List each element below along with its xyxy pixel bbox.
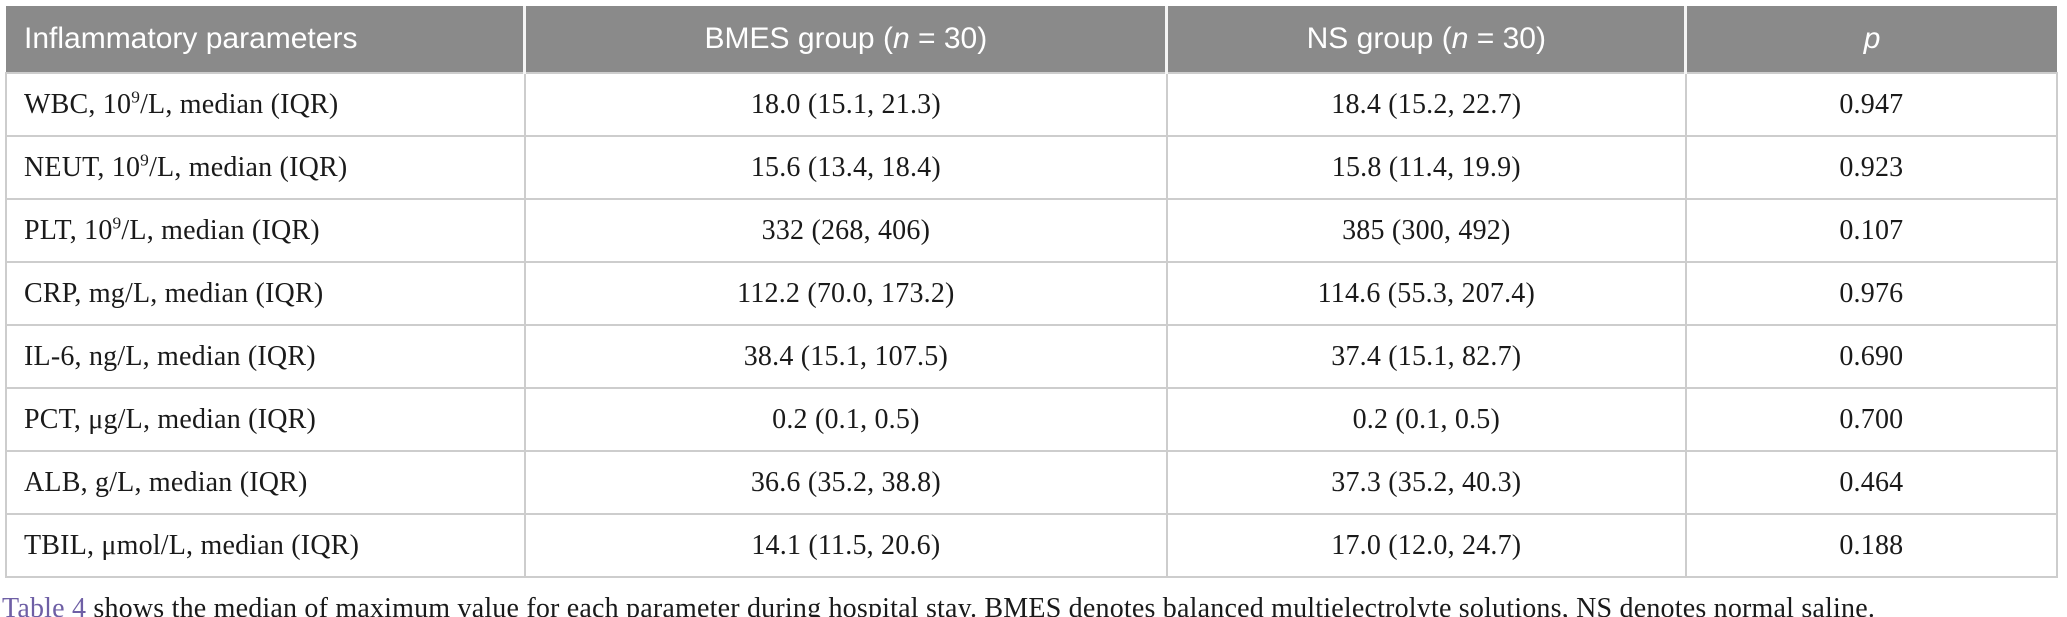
table-header-p: p (1684, 6, 2057, 73)
bmes-value-cell: 36.6 (35.2, 38.8) (523, 450, 1168, 515)
p-value-cell: 0.107 (1684, 198, 2059, 263)
parameter-label: CRP, mg/L, median (IQR) (24, 277, 324, 309)
bmes-value-cell: 15.6 (13.4, 18.4) (523, 135, 1168, 200)
table-caption-text: shows the median of maximum value for ea… (86, 593, 1876, 617)
ns-value-cell: 15.8 (11.4, 19.9) (1165, 135, 1687, 200)
ns-header-text: NS group ( (1306, 22, 1452, 55)
ns-value-cell: 17.0 (12.0, 24.7) (1165, 513, 1687, 578)
table-row: TBIL, μmol/L, median (IQR) 14.1 (11.5, 2… (5, 513, 2059, 578)
bmes-value-cell: 14.1 (11.5, 20.6) (523, 513, 1168, 578)
table-row: WBC, 109/L, median (IQR) 18.0 (15.1, 21.… (5, 72, 2059, 137)
ns-header-count: = 30) (1468, 22, 1546, 55)
table-header-bmes: BMES group (n = 30) (523, 6, 1167, 73)
parameter-cell: TBIL, μmol/L, median (IQR) (5, 513, 526, 578)
parameter-cell: PLT, 109/L, median (IQR) (5, 198, 526, 263)
table-row: IL-6, ng/L, median (IQR) 38.4 (15.1, 107… (5, 324, 2059, 389)
parameter-superscript: 9 (131, 87, 141, 107)
table-row: CRP, mg/L, median (IQR) 112.2 (70.0, 173… (5, 261, 2059, 326)
table-row: NEUT, 109/L, median (IQR) 15.6 (13.4, 18… (5, 135, 2059, 200)
table-caption: Table 4 shows the median of maximum valu… (2, 593, 2067, 617)
inflammatory-parameters-table-wrap: Inflammatory parameters BMES group (n = … (5, 6, 2059, 578)
parameter-superscript: 9 (112, 213, 122, 233)
parameter-cell: CRP, mg/L, median (IQR) (5, 261, 526, 326)
inflammatory-parameters-table: Inflammatory parameters BMES group (n = … (5, 6, 2059, 578)
bmes-value-cell: 38.4 (15.1, 107.5) (523, 324, 1168, 389)
parameter-cell: PCT, μg/L, median (IQR) (5, 387, 526, 452)
table-row: ALB, g/L, median (IQR) 36.6 (35.2, 38.8)… (5, 450, 2059, 515)
p-value-cell: 0.464 (1684, 450, 2059, 515)
parameter-label: TBIL, μmol/L, median (IQR) (24, 529, 360, 561)
ns-value-cell: 114.6 (55.3, 207.4) (1165, 261, 1687, 326)
ns-header-n: n (1451, 22, 1469, 55)
p-value-cell: 0.700 (1684, 387, 2059, 452)
parameter-cell: IL-6, ng/L, median (IQR) (5, 324, 526, 389)
parameter-label: NEUT, 10 (24, 151, 141, 183)
p-value-cell: 0.947 (1684, 72, 2059, 137)
ns-value-cell: 0.2 (0.1, 0.5) (1165, 387, 1687, 452)
parameter-label: PLT, 10 (24, 214, 113, 246)
parameter-cell: ALB, g/L, median (IQR) (5, 450, 526, 515)
bmes-value-cell: 332 (268, 406) (523, 198, 1168, 263)
ns-value-cell: 37.4 (15.1, 82.7) (1165, 324, 1687, 389)
parameter-label: PCT, μg/L, median (IQR) (24, 403, 317, 435)
bmes-header-count: = 30) (909, 22, 988, 55)
parameter-cell: NEUT, 109/L, median (IQR) (5, 135, 526, 200)
bmes-header-text: BMES group ( (704, 22, 893, 55)
parameter-cell: WBC, 109/L, median (IQR) (5, 72, 526, 137)
parameter-label: ALB, g/L, median (IQR) (24, 466, 308, 498)
p-value-cell: 0.923 (1684, 135, 2059, 200)
p-value-cell: 0.188 (1684, 513, 2059, 578)
bmes-header-n: n (892, 22, 910, 55)
table-header-ns: NS group (n = 30) (1165, 6, 1686, 73)
table-header-parameters: Inflammatory parameters (6, 6, 525, 73)
bmes-value-cell: 18.0 (15.1, 21.3) (523, 72, 1168, 137)
parameter-label: WBC, 10 (24, 88, 132, 120)
p-value-cell: 0.690 (1684, 324, 2059, 389)
table-row: PCT, μg/L, median (IQR) 0.2 (0.1, 0.5) 0… (5, 387, 2059, 452)
bmes-value-cell: 112.2 (70.0, 173.2) (523, 261, 1168, 326)
table-caption-link[interactable]: Table 4 (2, 593, 87, 617)
parameter-unit: /L, median (IQR) (140, 88, 339, 120)
ns-value-cell: 18.4 (15.2, 22.7) (1165, 72, 1687, 137)
bmes-value-cell: 0.2 (0.1, 0.5) (523, 387, 1168, 452)
table-header-row: Inflammatory parameters BMES group (n = … (6, 6, 2057, 73)
parameter-unit: /L, median (IQR) (149, 151, 348, 183)
table-row: PLT, 109/L, median (IQR) 332 (268, 406) … (5, 198, 2059, 263)
parameter-superscript: 9 (140, 150, 150, 170)
parameter-label: IL-6, ng/L, median (IQR) (24, 340, 316, 372)
ns-value-cell: 385 (300, 492) (1165, 198, 1687, 263)
parameter-unit: /L, median (IQR) (121, 214, 320, 246)
p-value-cell: 0.976 (1684, 261, 2059, 326)
ns-value-cell: 37.3 (35.2, 40.3) (1165, 450, 1687, 515)
